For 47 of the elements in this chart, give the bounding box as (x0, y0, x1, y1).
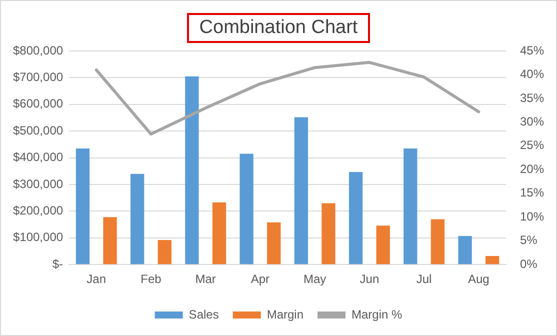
y2-tick-label: 10% (520, 209, 544, 224)
x-tick-label: May (303, 272, 326, 286)
y2-tick-label: 20% (520, 162, 544, 176)
x-tick-label: Mar (195, 272, 216, 286)
bar (267, 222, 281, 264)
bar (430, 219, 445, 264)
legend-label: Margin % (352, 307, 403, 322)
bar (212, 202, 226, 264)
y2-tick-label: 5% (520, 233, 538, 248)
legend-label: Margin (266, 307, 304, 322)
bar (294, 117, 308, 264)
y2-tick-label: 30% (520, 114, 544, 129)
bar (158, 240, 172, 264)
y2-tick-label: 0% (520, 256, 538, 271)
x-tick-label: Jun (360, 272, 380, 286)
y2-tick-label: 40% (520, 67, 544, 82)
y-tick-label: $400,000 (12, 150, 64, 164)
bar (240, 154, 254, 264)
bar (130, 174, 144, 264)
x-tick-label: Jan (86, 272, 106, 286)
y-tick-label: $300,000 (12, 176, 64, 191)
y2-tick-label: 35% (520, 90, 544, 105)
bar (322, 203, 336, 264)
title-frame: Combination Chart (187, 13, 370, 43)
x-tick-label: Apr (250, 272, 270, 286)
y-tick-label: $- (52, 256, 64, 271)
y-tick-label: $800,000 (12, 43, 64, 58)
bar (103, 217, 117, 264)
x-tick-label: Feb (140, 272, 162, 286)
x-tick-label: Jul (416, 272, 432, 286)
y2-tick-label: 15% (520, 186, 544, 200)
y-tick-label: $600,000 (12, 96, 64, 111)
bar (404, 148, 418, 264)
y-tick-label: $700,000 (12, 70, 64, 84)
bar (376, 226, 390, 264)
bar (458, 236, 472, 264)
x-tick-label: Aug (468, 272, 490, 286)
bar (76, 148, 90, 264)
legend-label: Sales (188, 307, 219, 322)
y2-tick-label: 25% (520, 138, 544, 152)
bar (486, 256, 500, 264)
y-tick-label: $500,000 (12, 123, 64, 138)
bar (348, 172, 363, 264)
y-tick-label: $100,000 (12, 230, 64, 244)
y2-tick-label: 45% (520, 43, 544, 58)
bar (185, 76, 199, 264)
y-tick-label: $200,000 (12, 204, 64, 218)
